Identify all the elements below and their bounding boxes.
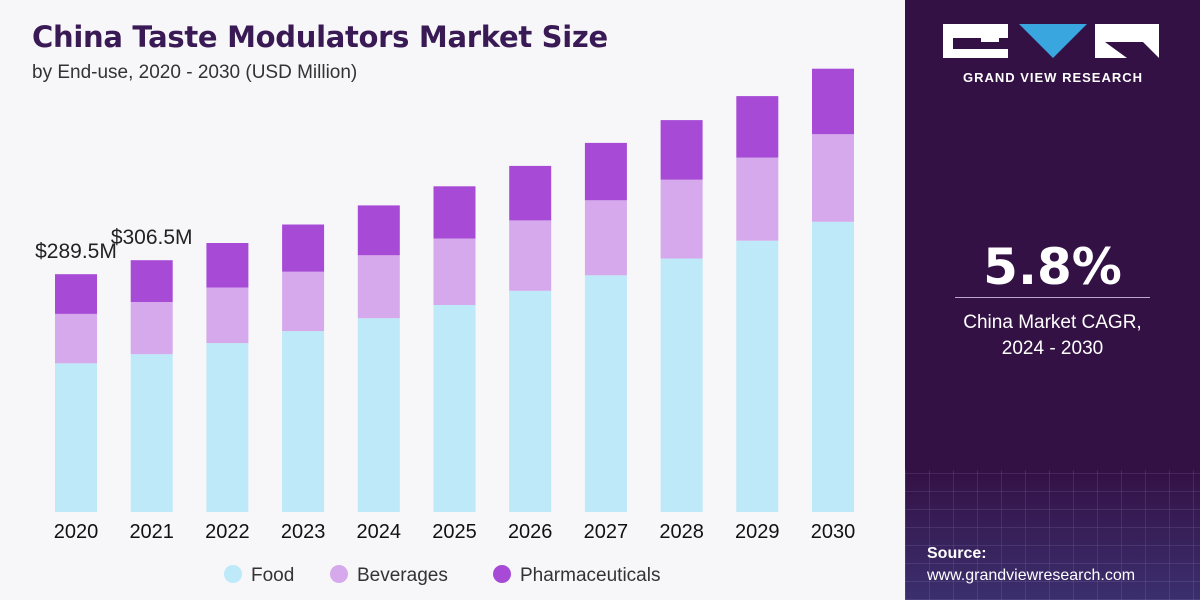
bar-beverages-2027 — [584, 200, 627, 276]
bar-food-2024 — [357, 318, 400, 512]
legend-label-beverages: Beverages — [357, 565, 448, 586]
bar-food-2029 — [736, 240, 779, 513]
gvr-logo-icon — [943, 24, 1159, 58]
bar-food-2030 — [812, 221, 854, 512]
bar-food-2022 — [206, 343, 249, 512]
bar-pharmaceuticals-2024 — [357, 205, 400, 256]
x-tick-label-2025: 2025 — [432, 521, 477, 543]
chart-area: China Taste Modulators Market Size by En… — [32, 20, 856, 586]
x-tick-label-2026: 2026 — [508, 521, 553, 543]
brand-name: GRAND VIEW RESEARCH — [962, 70, 1144, 85]
bar-food-2028 — [660, 258, 703, 512]
bar-pharmaceuticals-2020 — [55, 274, 97, 314]
cagr-label-line1: China Market CAGR, — [963, 312, 1142, 333]
bar-pharmaceuticals-2029 — [736, 96, 779, 158]
x-tick-label-2028: 2028 — [659, 521, 704, 543]
x-tick-label-2020: 2020 — [54, 521, 99, 543]
decorative-grid — [905, 470, 1200, 600]
bar-beverages-2028 — [660, 179, 703, 259]
x-tick-label-2023: 2023 — [281, 521, 326, 543]
bar-beverages-2021 — [130, 302, 173, 355]
bar-pharmaceuticals-2028 — [660, 120, 703, 180]
bar-beverages-2023 — [282, 271, 325, 332]
legend-label-pharmaceuticals: Pharmaceuticals — [520, 565, 660, 586]
cagr-value: 5.8% — [983, 238, 1122, 296]
data-label-2021: $306.5M — [111, 226, 193, 249]
chart-title: China Taste Modulators Market Size — [32, 20, 608, 54]
bar-pharmaceuticals-2025 — [433, 186, 476, 239]
data-label-2020: $289.5M — [35, 240, 117, 263]
brand-logo: GRAND VIEW RESEARCH — [943, 20, 1163, 90]
legend-marker-food — [224, 565, 242, 583]
bar-beverages-2026 — [509, 220, 552, 291]
bar-food-2023 — [282, 331, 325, 512]
source-link[interactable]: www.grandviewresearch.com — [927, 567, 1136, 584]
source-heading: Source: — [927, 545, 987, 562]
x-tick-label-2022: 2022 — [205, 521, 250, 543]
legend-marker-beverages — [330, 565, 348, 583]
x-tick-label-2024: 2024 — [357, 521, 402, 543]
x-tick-label-2030: 2030 — [811, 521, 856, 543]
bar-beverages-2022 — [206, 287, 249, 344]
x-tick-label-2021: 2021 — [129, 521, 174, 543]
bar-beverages-2024 — [357, 255, 400, 319]
bar-food-2020 — [55, 363, 97, 512]
bar-pharmaceuticals-2027 — [584, 142, 627, 201]
legend-label-food: Food — [251, 565, 294, 586]
bar-food-2026 — [509, 290, 552, 512]
bar-beverages-2029 — [736, 157, 779, 241]
bar-pharmaceuticals-2023 — [282, 224, 325, 272]
bar-food-2025 — [433, 305, 476, 512]
cagr-label: China Market CAGR, 2024 - 2030 — [905, 310, 1200, 362]
stacked-bar-chart: 2020 2021 2022 2023 2024 2025 2026 2027 2028 2029… — [35, 68, 856, 586]
side-panel: GRAND VIEW RESEARCH 5.8% China Market CA… — [905, 0, 1200, 600]
bar-pharmaceuticals-2021 — [130, 260, 173, 302]
x-tick-label-2027: 2027 — [584, 521, 629, 543]
bar-beverages-2030 — [812, 134, 854, 222]
bar-pharmaceuticals-2026 — [509, 165, 552, 221]
cagr-label-line2: 2024 - 2030 — [1001, 338, 1104, 359]
x-tick-label-2029: 2029 — [735, 521, 780, 543]
bar-pharmaceuticals-2022 — [206, 243, 249, 288]
bar-pharmaceuticals-2030 — [812, 68, 854, 135]
bar-food-2021 — [130, 354, 173, 512]
bar-food-2027 — [584, 275, 627, 512]
bar-beverages-2025 — [433, 238, 476, 305]
chart-subtitle: by End-use, 2020 - 2030 (USD Million) — [32, 62, 358, 83]
bar-beverages-2020 — [55, 313, 97, 364]
legend-marker-pharmaceuticals — [493, 565, 511, 583]
cagr-divider — [955, 297, 1150, 298]
